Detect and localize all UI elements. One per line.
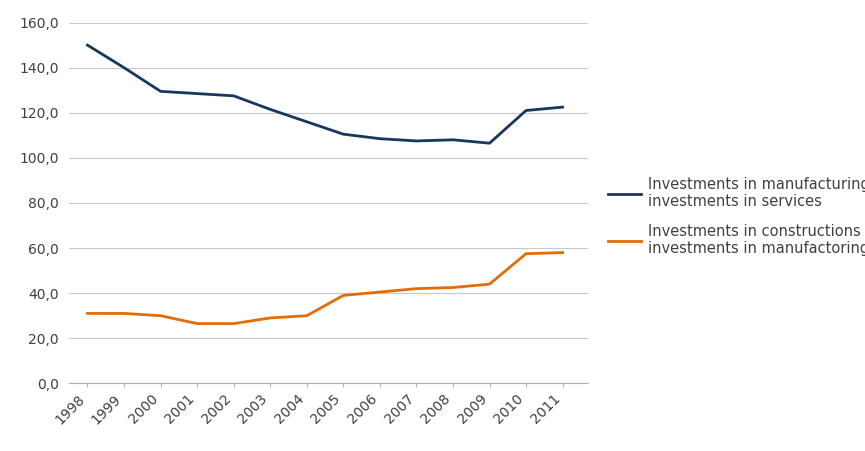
Legend: Investments in manufacturing /
investments in services, Investments in construct: Investments in manufacturing / investmen… — [608, 177, 865, 256]
